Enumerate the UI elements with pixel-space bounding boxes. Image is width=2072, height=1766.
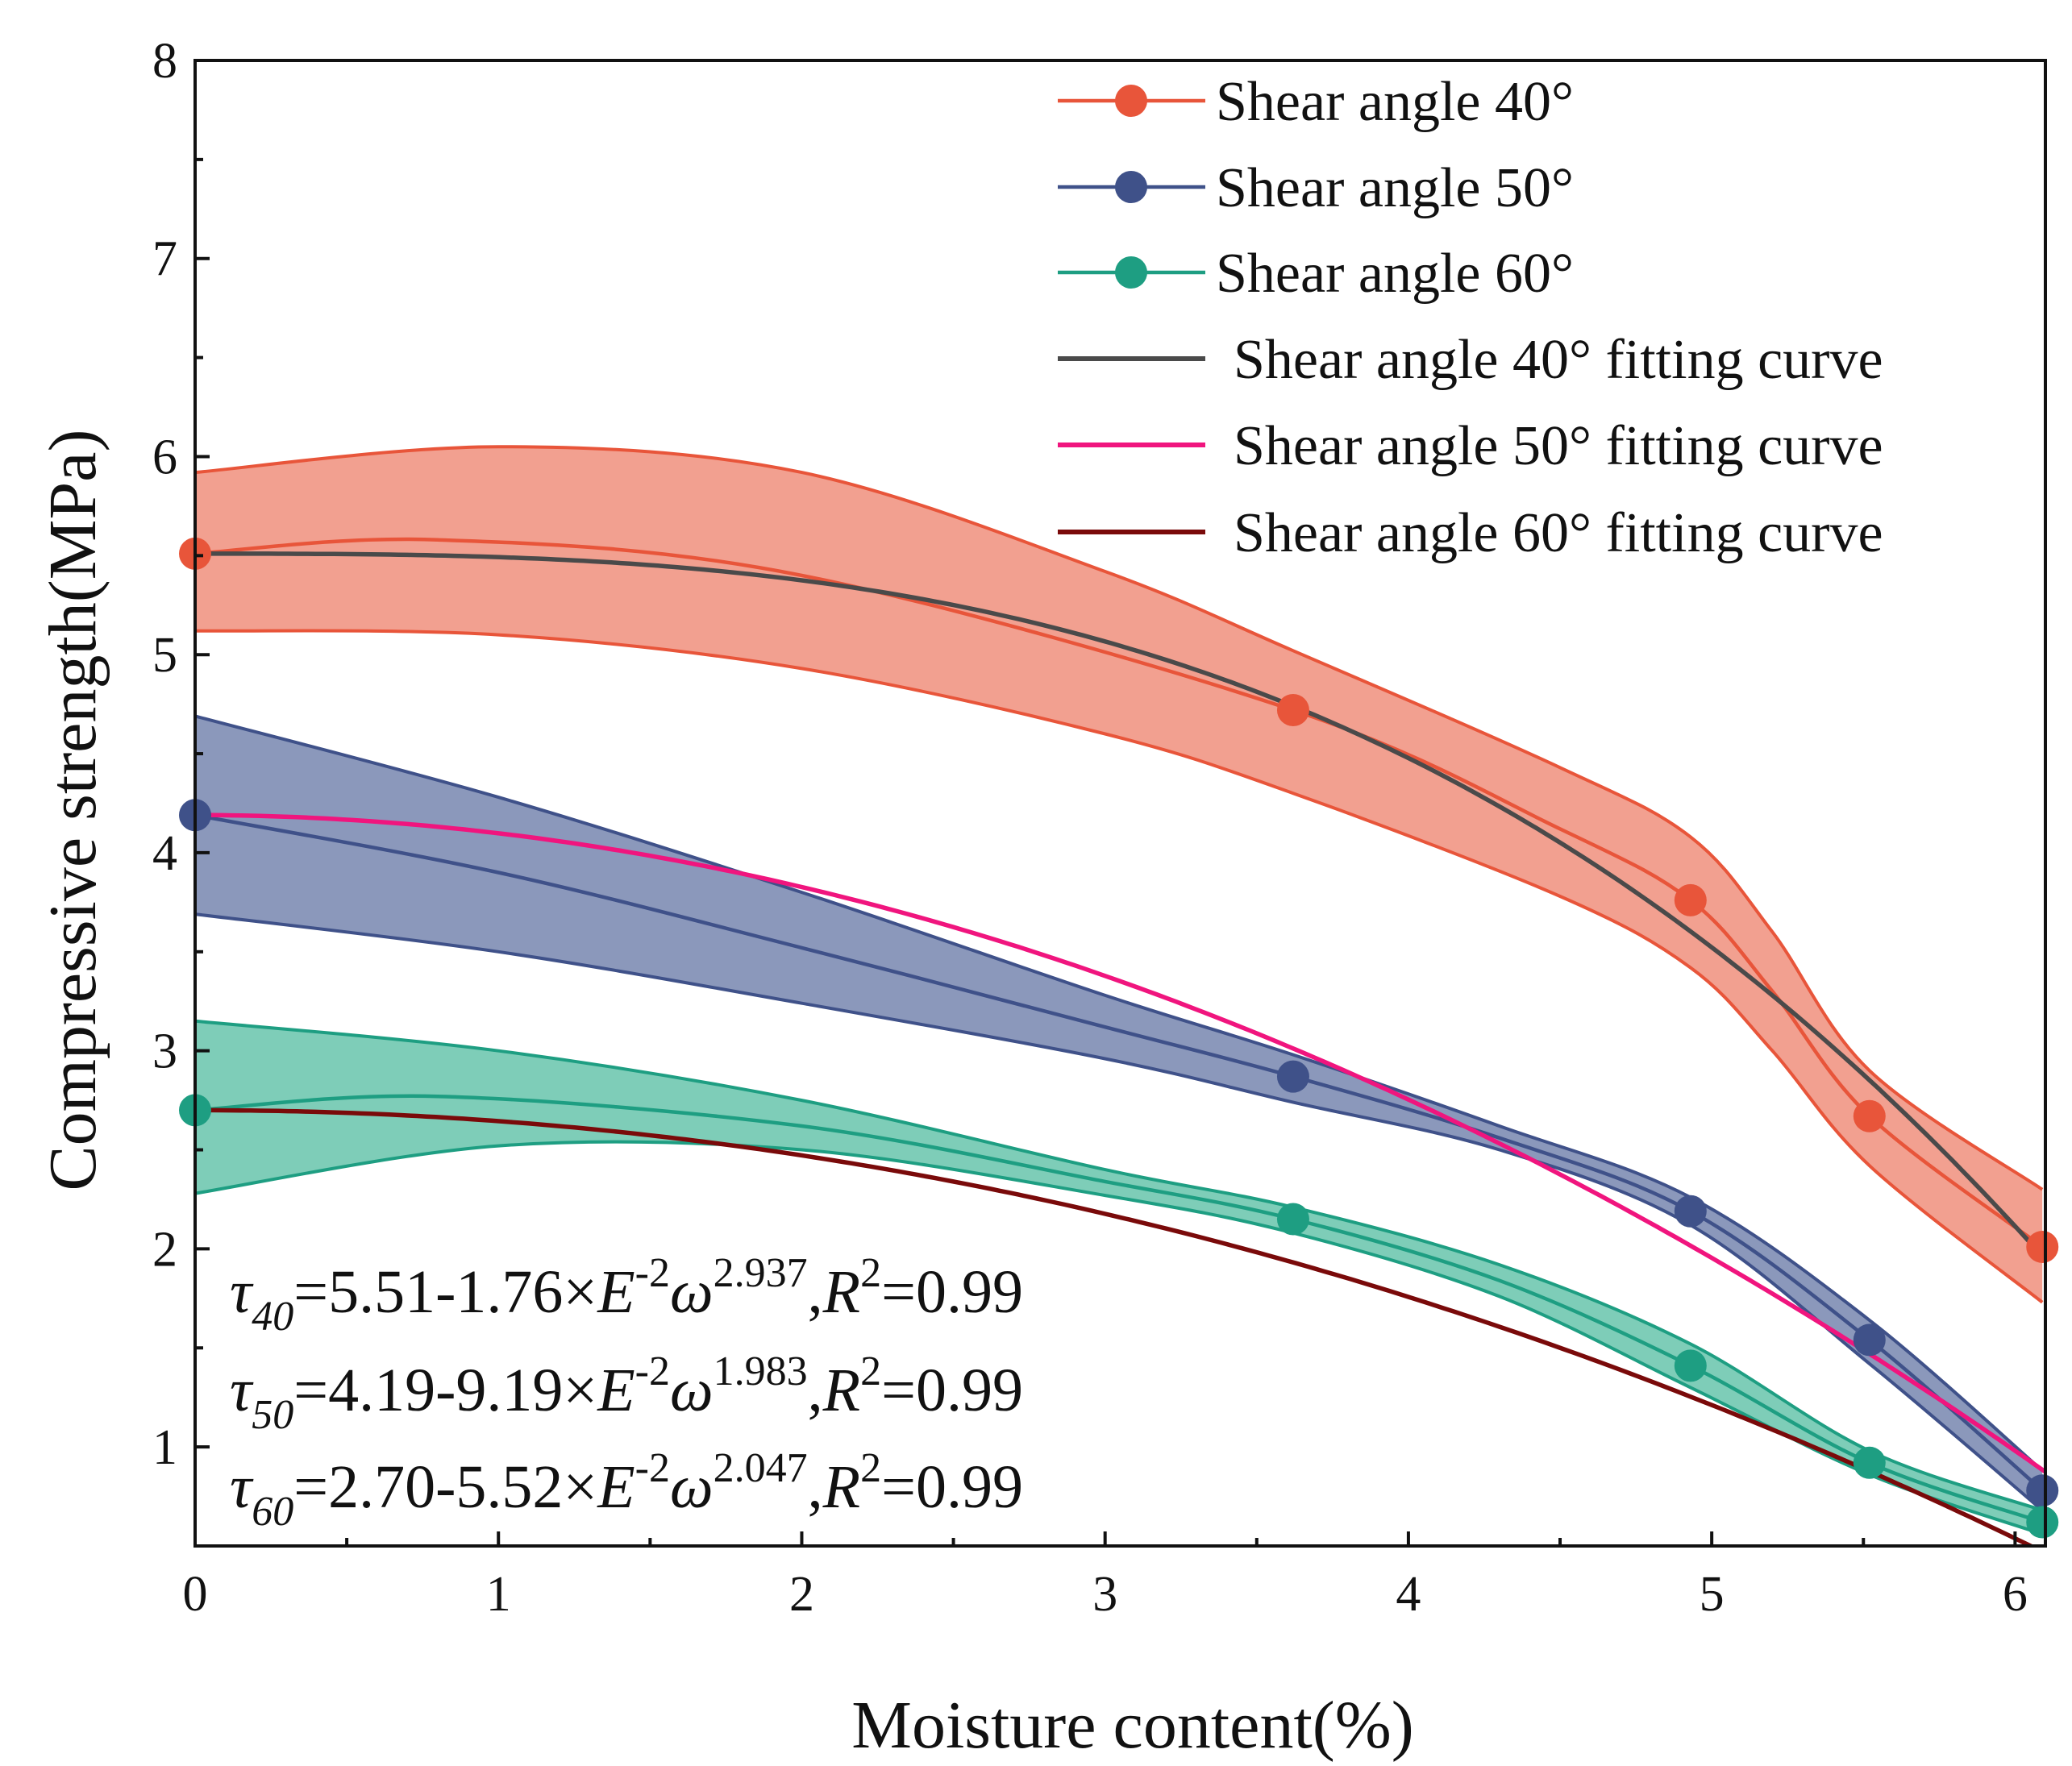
eq-part: 1.983 — [714, 1348, 808, 1394]
point-1-2 — [1674, 1195, 1707, 1228]
band-lower-0 — [195, 629, 2044, 1304]
series-line-1 — [195, 812, 2044, 1492]
eq-part: 2 — [860, 1250, 881, 1296]
data-connector-lines — [195, 537, 2044, 1524]
eq-part: ω — [670, 1453, 714, 1521]
y-tick-label-5: 6 — [152, 430, 177, 484]
point-2-1 — [1276, 1203, 1309, 1236]
y-tick-label-4: 5 — [152, 628, 177, 683]
x-tick-label-4: 4 — [1396, 1567, 1421, 1622]
point-1-1 — [1276, 1060, 1309, 1093]
x-tick-label-2: 2 — [789, 1567, 814, 1622]
eq-part: -2 — [635, 1445, 670, 1491]
eq-part: =2.70-5.52× — [293, 1453, 597, 1521]
legend: Shear angle 40° Shear angle 50° Shear angl… — [1058, 71, 1883, 564]
eq-part: 2 — [860, 1445, 881, 1491]
point-0-1 — [1276, 694, 1309, 727]
eq-part: 50 — [252, 1392, 293, 1438]
band-upper-2 — [195, 1019, 2043, 1512]
eq-part: R — [822, 1453, 860, 1521]
eq-part: , — [808, 1258, 823, 1326]
eq-part: 2.937 — [714, 1250, 808, 1296]
y-tick-label-7: 8 — [152, 34, 177, 89]
fit-curve-4 — [195, 812, 2045, 1474]
eq-part: =4.19-9.19× — [293, 1357, 597, 1424]
legend-marker-2 — [1115, 256, 1147, 289]
eq-part: τ — [230, 1453, 254, 1521]
series-line-2 — [195, 1094, 2043, 1524]
y-tick-label-0: 1 — [152, 1420, 177, 1475]
eq-part: τ — [230, 1258, 254, 1326]
y-axis-ticks: 1 2 3 4 5 6 7 8 — [152, 34, 210, 1475]
x-tick-label-1: 1 — [486, 1567, 511, 1622]
eq-part: , — [808, 1453, 823, 1521]
eq-part: R — [822, 1357, 860, 1424]
eq-part: 60 — [252, 1489, 293, 1535]
eq-part: τ — [230, 1357, 254, 1424]
fit-equations: τ40=5.51-1.76×E-2ω2.937,R2=0.99τ50=4.19-… — [230, 1250, 1023, 1535]
y-tick-label-2: 3 — [152, 1024, 177, 1079]
x-axis-ticks: 0 1 2 3 4 5 6 — [183, 1531, 2028, 1622]
eq-part: -2 — [635, 1348, 670, 1394]
band-fill-2 — [195, 1020, 2043, 1535]
legend-marker-1 — [1115, 171, 1147, 203]
legend-label-2: Shear angle 60° — [1216, 243, 1574, 305]
eq-part: 2 — [860, 1348, 881, 1394]
eq-part: =0.99 — [881, 1357, 1023, 1424]
x-tick-label-3: 3 — [1092, 1567, 1117, 1622]
y-axis-title: Compressive strength(MPa) — [35, 430, 110, 1191]
eq-part: E — [597, 1357, 634, 1424]
point-1-3 — [1853, 1323, 1886, 1357]
y-tick-label-1: 2 — [152, 1222, 177, 1277]
confidence-bands — [195, 445, 2044, 1536]
legend-label-0: Shear angle 40° — [1216, 71, 1574, 133]
plot-frame — [193, 59, 2047, 1548]
point-0-4 — [2026, 1230, 2059, 1263]
point-2-3 — [1853, 1446, 1886, 1479]
point-1-4 — [2026, 1474, 2059, 1507]
x-tick-label-0: 0 — [183, 1567, 208, 1622]
point-0-2 — [1674, 883, 1707, 916]
point-0-3 — [1853, 1099, 1886, 1132]
legend-label-1: Shear angle 50° — [1216, 157, 1574, 219]
eq-part: =0.99 — [881, 1453, 1023, 1521]
eq-part: ω — [670, 1357, 714, 1424]
x-tick-label-5: 5 — [1700, 1567, 1725, 1622]
eq-part: 40 — [252, 1294, 293, 1340]
legend-marker-0 — [1115, 85, 1147, 117]
band-lower-1 — [195, 912, 2044, 1512]
fit-equation-50: τ50=4.19-9.19×E-2ω1.983,R2=0.99 — [230, 1348, 1023, 1438]
eq-part: =0.99 — [881, 1258, 1023, 1326]
fit-equation-60: τ60=2.70-5.52×E-2ω2.047,R2=0.99 — [230, 1445, 1023, 1535]
fit-curve-5 — [195, 1107, 2037, 1546]
eq-part: =5.51-1.76× — [293, 1258, 597, 1326]
eq-part: , — [808, 1357, 823, 1424]
legend-label-4: Shear angle 50° fitting curve — [1234, 415, 1883, 477]
band-upper-1 — [195, 714, 2044, 1473]
band-fill-1 — [195, 716, 2043, 1510]
point-2-2 — [1674, 1349, 1707, 1382]
eq-part: 2.047 — [714, 1445, 808, 1491]
y-tick-label-3: 4 — [152, 826, 177, 881]
eq-part: ω — [670, 1258, 714, 1326]
x-tick-label-6: 6 — [2003, 1567, 2028, 1622]
legend-label-5: Shear angle 60° fitting curve — [1234, 502, 1883, 564]
fit-curve-3 — [195, 551, 2045, 1261]
x-axis-title: Moisture content(%) — [851, 1688, 1413, 1763]
eq-part: -2 — [635, 1250, 670, 1296]
band-fill-0 — [195, 447, 2043, 1303]
eq-part: R — [822, 1258, 860, 1326]
eq-part: E — [597, 1258, 634, 1326]
legend-label-3: Shear angle 40° fitting curve — [1234, 329, 1883, 391]
point-2-4 — [2026, 1506, 2059, 1539]
fitting-curves — [195, 551, 2045, 1546]
band-upper-0 — [195, 445, 2044, 1191]
fit-equation-40: τ40=5.51-1.76×E-2ω2.937,R2=0.99 — [230, 1250, 1023, 1340]
eq-part: E — [597, 1453, 634, 1521]
y-tick-label-6: 7 — [152, 232, 177, 287]
series-line-0 — [195, 537, 2044, 1249]
